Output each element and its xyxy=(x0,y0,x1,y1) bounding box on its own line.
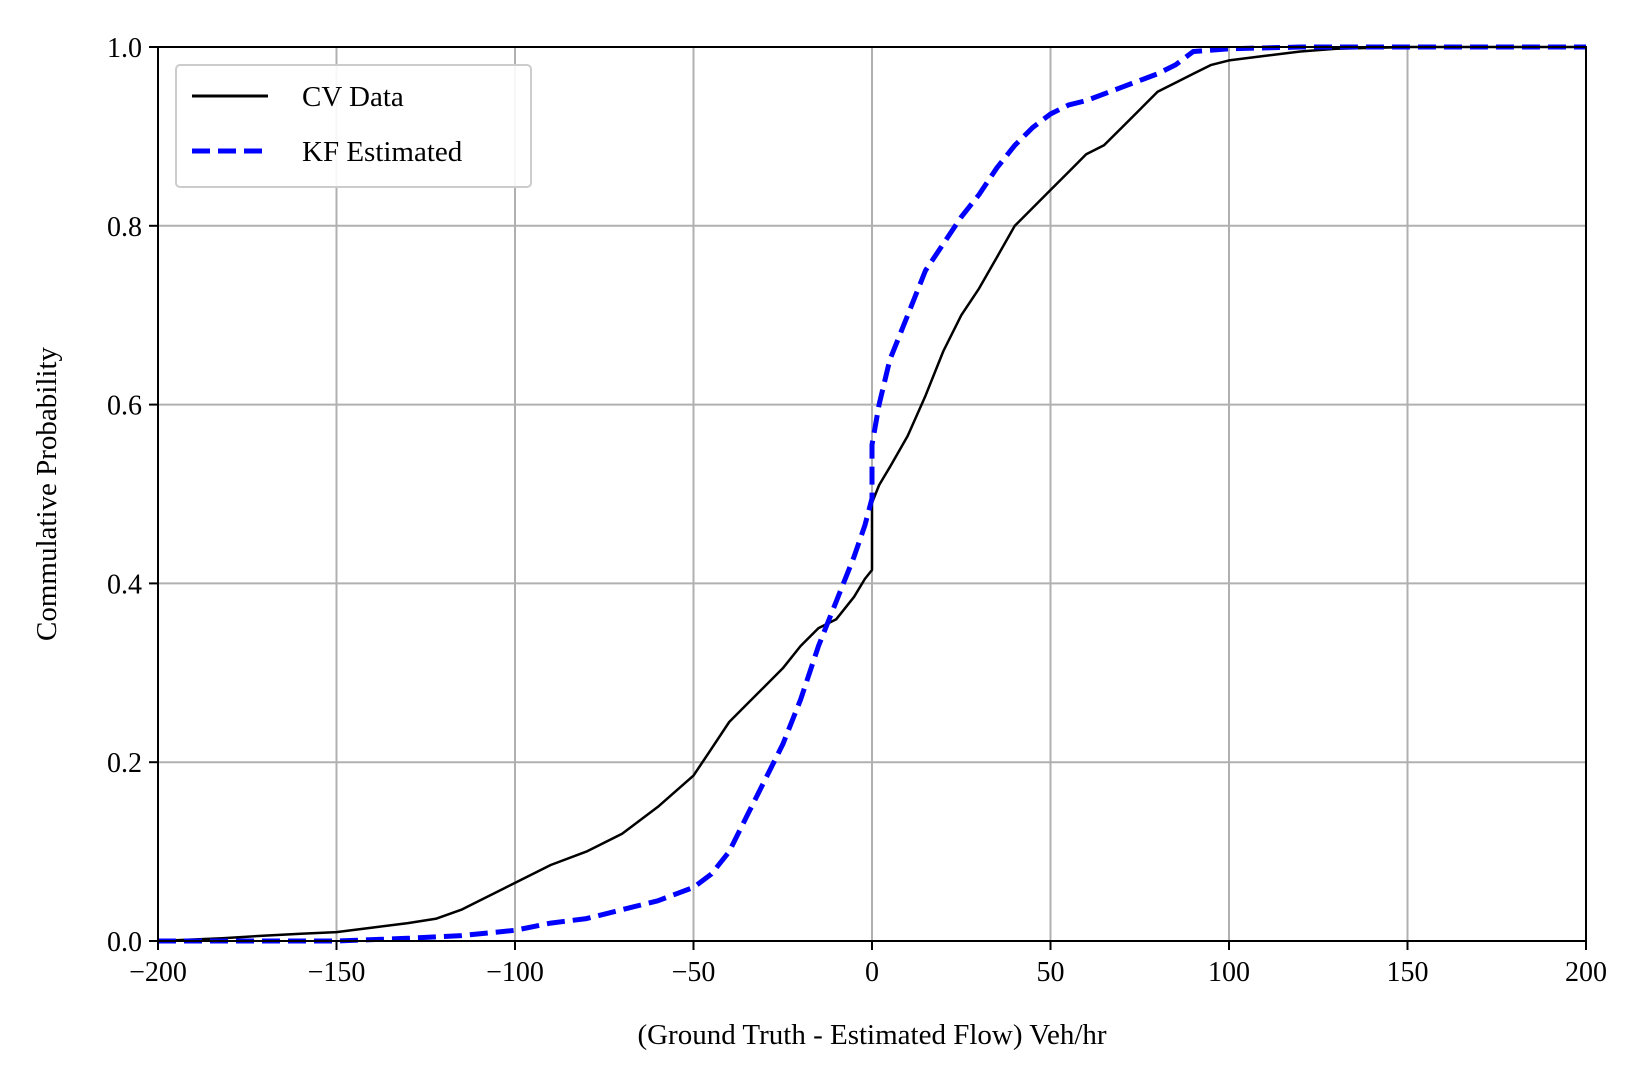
legend: CV Data KF Estimated xyxy=(175,64,532,188)
y-tick-label: 0.0 xyxy=(107,927,142,958)
series-line-cv-data xyxy=(157,45,1586,943)
x-tick-label: 150 xyxy=(1387,957,1429,988)
legend-label-kf-estimated: KF Estimated xyxy=(302,136,463,168)
y-tick-label: 0.8 xyxy=(107,212,142,243)
x-tick-label: −200 xyxy=(129,957,187,988)
x-tick-label: −50 xyxy=(672,957,716,988)
x-tick-label: 100 xyxy=(1208,957,1250,988)
y-tick-label: 0.2 xyxy=(107,748,142,779)
series-line-kf-estimated xyxy=(158,44,1586,944)
x-tick-label: −100 xyxy=(486,957,544,988)
x-axis-label: (Ground Truth - Estimated Flow) Veh/hr xyxy=(637,1019,1106,1051)
y-tick-label: 0.6 xyxy=(107,391,142,422)
x-tick-label: 200 xyxy=(1565,957,1607,988)
x-tick-label: 0 xyxy=(865,957,879,988)
y-tick-label: 0.4 xyxy=(107,569,142,600)
series-layer xyxy=(157,44,1586,944)
ticks: −200 −150 −100 −50 0 50 100 150 200 0.0 0.2 0.4 0.6 0… xyxy=(107,33,1607,988)
x-tick-label: −150 xyxy=(308,957,366,988)
x-tick-label: 50 xyxy=(1037,957,1065,988)
y-tick-label: 1.0 xyxy=(107,33,142,64)
legend-label-cv-data: CV Data xyxy=(302,81,404,113)
y-axis-label: Commulative Probability xyxy=(31,347,63,642)
